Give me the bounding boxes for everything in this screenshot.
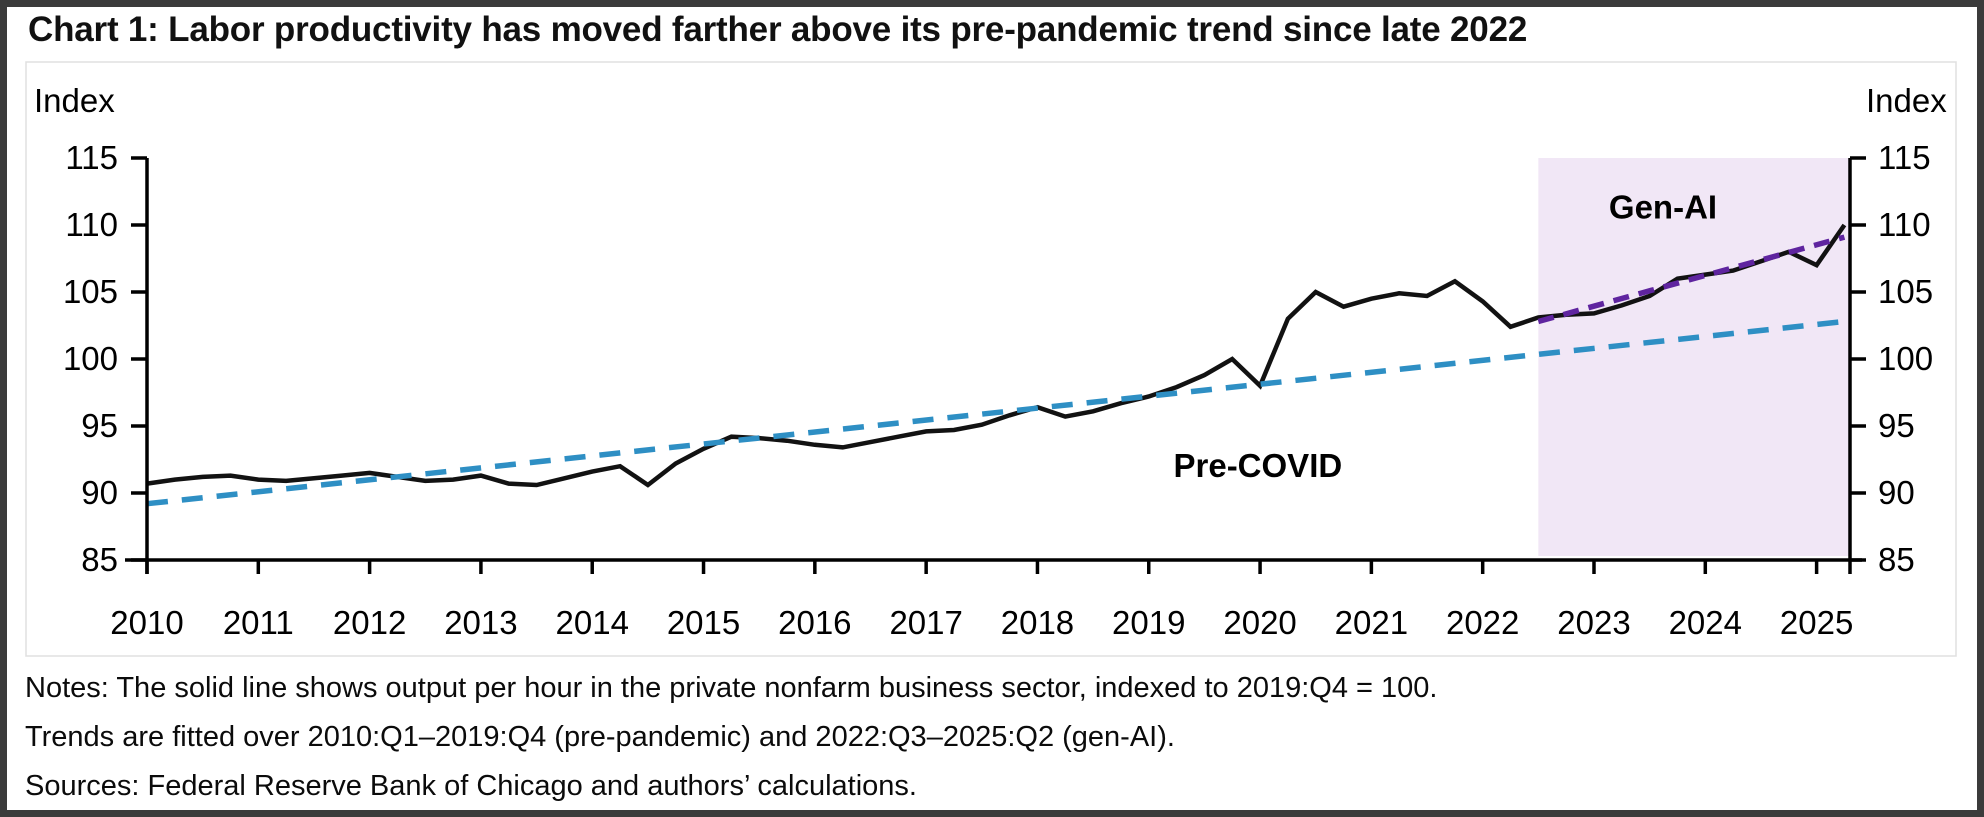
gen-ai-trend-label: Gen-AI bbox=[1609, 189, 1717, 226]
y-tick-label-left: 90 bbox=[81, 474, 118, 511]
y-tick-label-right: 110 bbox=[1878, 206, 1931, 243]
x-tick-label: 2013 bbox=[444, 604, 517, 641]
x-tick-label: 2019 bbox=[1112, 604, 1185, 641]
pre-covid-trend-label: Pre-COVID bbox=[1173, 447, 1342, 484]
x-tick-label: 2020 bbox=[1223, 604, 1296, 641]
x-tick-label: 2016 bbox=[778, 604, 851, 641]
pre-covid-trend-line bbox=[146, 318, 1845, 507]
y-tick-label-right: 95 bbox=[1878, 407, 1915, 444]
y-tick-label-right: 100 bbox=[1878, 340, 1933, 377]
x-tick-label: 2010 bbox=[110, 604, 183, 641]
x-tick-label: 2017 bbox=[889, 604, 962, 641]
y-tick-label-left: 85 bbox=[81, 541, 118, 578]
y-tick-label-left: 115 bbox=[65, 139, 118, 176]
x-tick-label: 2011 bbox=[223, 604, 294, 641]
x-tick-label: 2014 bbox=[556, 604, 629, 641]
x-tick-label: 2021 bbox=[1335, 604, 1408, 641]
index-label-left: Index bbox=[34, 82, 115, 119]
y-tick-label-right: 90 bbox=[1878, 474, 1915, 511]
x-tick-label: 2015 bbox=[667, 604, 740, 641]
gen-ai-trend-line bbox=[1537, 234, 1846, 325]
y-tick-label-left: 95 bbox=[81, 407, 118, 444]
x-tick-label: 2018 bbox=[1001, 604, 1074, 641]
y-tick-label-left: 100 bbox=[63, 340, 118, 377]
y-tick-label-right: 105 bbox=[1878, 273, 1933, 310]
gen-ai-shaded-region bbox=[1538, 158, 1850, 556]
chart-title: Chart 1: Labor productivity has moved fa… bbox=[28, 10, 1528, 49]
y-tick-label-right: 115 bbox=[1878, 139, 1931, 176]
productivity-chart: 85 85 90 90 95 95 100 100 105 105 110 110 115 115 2010… bbox=[25, 61, 1957, 657]
x-tick-label: 2012 bbox=[333, 604, 406, 641]
notes-line-1: Notes: The solid line shows output per h… bbox=[25, 672, 1438, 704]
x-tick-label: 2022 bbox=[1446, 604, 1519, 641]
index-label-right: Index bbox=[1866, 82, 1947, 119]
y-tick-label-left: 105 bbox=[63, 273, 118, 310]
y-tick-label-left: 110 bbox=[65, 206, 118, 243]
y-tick-label-right: 85 bbox=[1878, 541, 1915, 578]
notes-line-2: Trends are fitted over 2010:Q1–2019:Q4 (… bbox=[25, 721, 1175, 753]
x-tick-label: 2024 bbox=[1669, 604, 1742, 641]
chart-notes: Notes: The solid line shows output per h… bbox=[25, 664, 1955, 811]
labor-productivity-line bbox=[146, 223, 1847, 488]
notes-line-3: Sources: Federal Reserve Bank of Chicago… bbox=[25, 770, 917, 802]
x-tick-label: 2025 bbox=[1780, 604, 1853, 641]
x-tick-label: 2023 bbox=[1557, 604, 1630, 641]
plot-area-border bbox=[25, 61, 1957, 657]
